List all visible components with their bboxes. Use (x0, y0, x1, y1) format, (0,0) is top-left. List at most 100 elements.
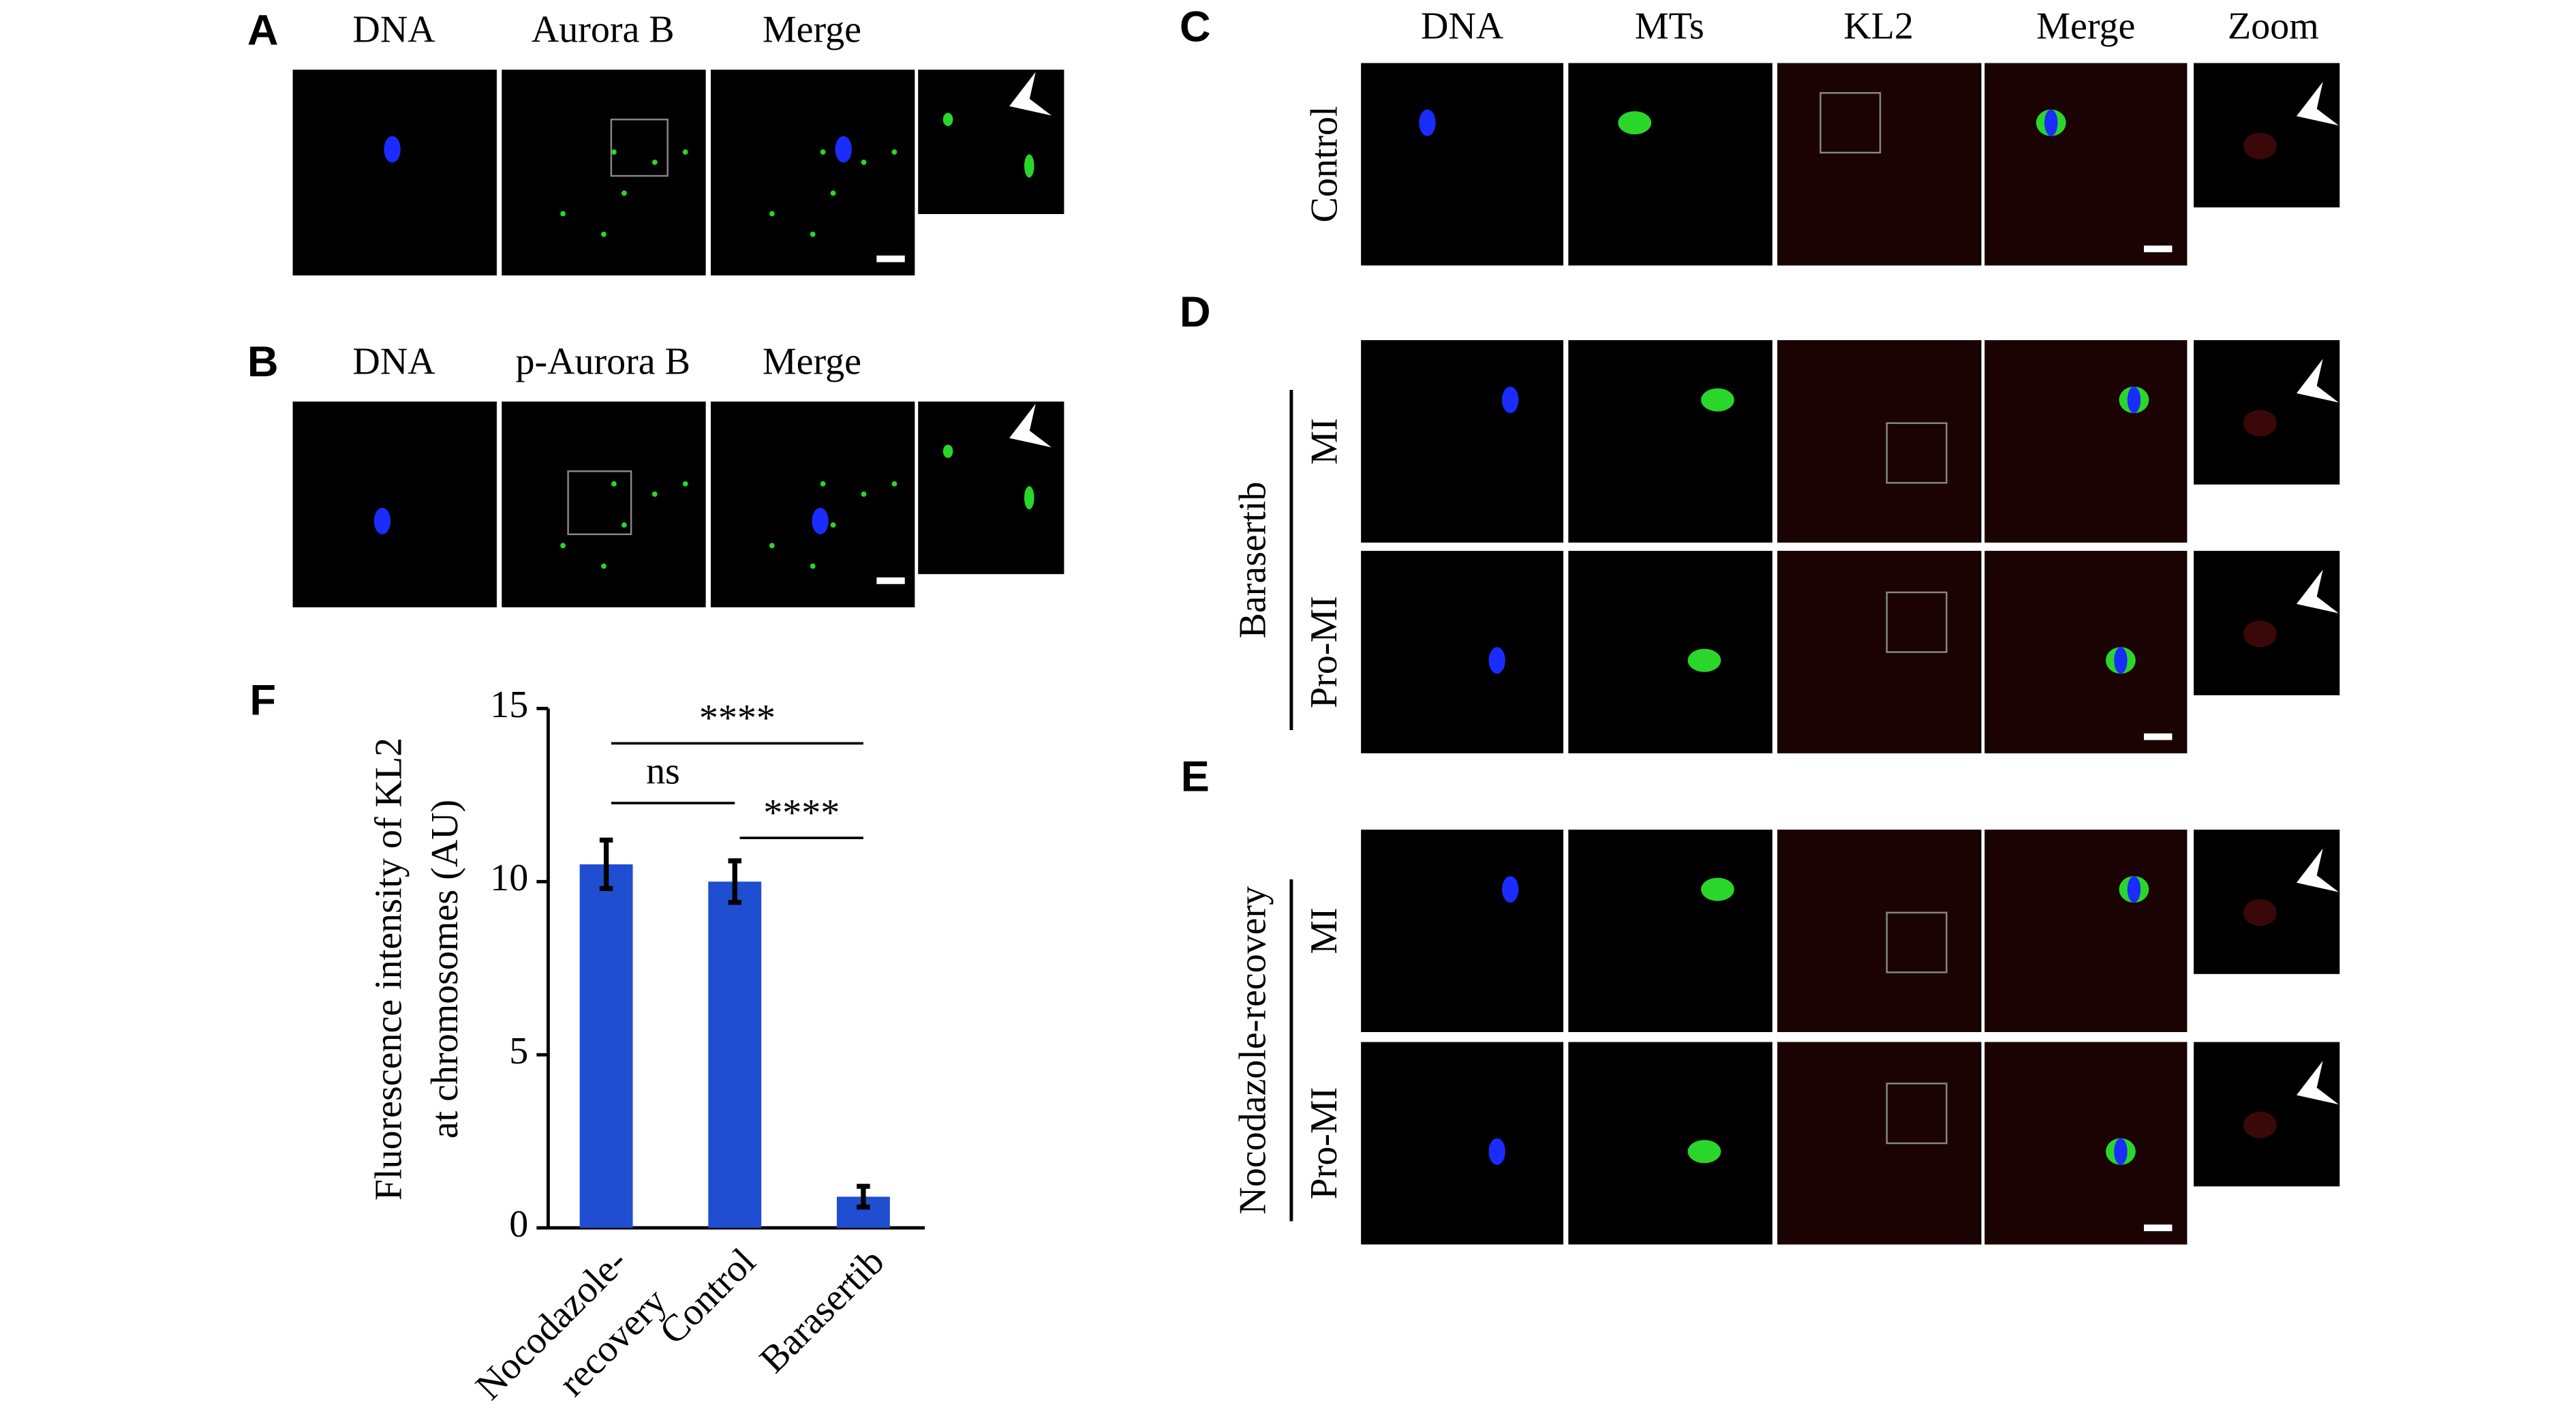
signal (1687, 648, 1721, 672)
red-haze (1984, 1042, 2188, 1245)
arrowhead (2296, 1061, 2339, 1105)
signal (830, 190, 836, 196)
column-header: Merge (2036, 5, 2135, 48)
signal (601, 563, 607, 569)
signal (2243, 1111, 2277, 1138)
signal (861, 160, 867, 165)
red-haze (1777, 63, 1980, 266)
column-header: p-Aurora B (516, 340, 690, 382)
row-label: Pro-MI (1303, 596, 1345, 708)
signal (810, 231, 816, 237)
micrograph (710, 402, 915, 607)
signal (942, 444, 953, 458)
x-tick-label: Barasertib (752, 1240, 892, 1380)
red-haze (1984, 551, 2188, 754)
panel-label: E (1181, 753, 1210, 801)
zoom-box (1820, 92, 1882, 154)
column-header: MTs (1635, 5, 1704, 48)
scale-bar (2143, 733, 2173, 740)
red-haze (1777, 830, 1980, 1032)
signal (1501, 876, 1519, 903)
red-haze (1777, 339, 1980, 543)
signal (384, 136, 401, 163)
signal (2127, 876, 2141, 903)
micrograph (1568, 63, 1773, 266)
signal (1501, 387, 1519, 414)
column-header: DNA (352, 9, 435, 51)
zoom-box (1886, 422, 1948, 484)
signal (2044, 109, 2058, 136)
micrograph (1361, 63, 1564, 266)
signal (1488, 1138, 1505, 1165)
micrograph (502, 70, 706, 276)
y-tick-label: 0 (509, 1203, 528, 1245)
signal (621, 190, 627, 196)
signal (621, 522, 627, 528)
micrograph (1361, 551, 1564, 754)
red-haze (1984, 63, 2188, 266)
group-label: Barasertib (1232, 481, 1274, 638)
micrograph (1361, 830, 1564, 1032)
red-haze (1777, 1042, 1980, 1245)
signal (820, 149, 826, 155)
signal (942, 112, 953, 126)
micrograph (1361, 1042, 1564, 1245)
zoom-box (1886, 591, 1948, 653)
signal (560, 543, 566, 549)
signal (1701, 388, 1734, 412)
panel-label: D (1180, 288, 1211, 336)
signal (373, 507, 391, 534)
micrograph (710, 70, 915, 276)
column-header: KL2 (1843, 5, 1914, 48)
signal (651, 160, 658, 165)
scale-bar (876, 577, 905, 584)
micrograph (1361, 339, 1564, 543)
signal (830, 522, 836, 528)
signal (1618, 111, 1652, 135)
y-tick-label: 5 (509, 1030, 528, 1072)
arrowhead (1009, 72, 1052, 116)
micrograph (502, 402, 706, 607)
signal (2243, 132, 2277, 160)
signal (1701, 877, 1734, 901)
signal (891, 481, 898, 487)
y-tick-label: 15 (490, 684, 528, 726)
signal (1488, 647, 1505, 674)
panel-label: B (247, 338, 279, 386)
signal (769, 211, 775, 217)
signal (2243, 410, 2277, 437)
signal (1024, 486, 1034, 510)
signal (560, 211, 566, 217)
micrograph (1568, 551, 1773, 754)
scale-bar (876, 255, 905, 262)
x-tick-label: Control (651, 1240, 764, 1352)
signal (891, 149, 898, 155)
signal (2243, 620, 2277, 648)
y-axis-label: at chromosomes (AU) (424, 800, 466, 1138)
signal (835, 136, 852, 163)
column-header: Merge (763, 9, 861, 51)
signal (682, 481, 688, 487)
micrograph (1568, 339, 1773, 543)
column-header: Merge (763, 340, 861, 382)
panel-label: F (249, 677, 276, 725)
column-header: Aurora B (532, 9, 675, 51)
zoom-box (567, 470, 632, 535)
significance-label: ns (646, 751, 680, 793)
panel-label: C (1180, 3, 1211, 51)
y-axis-label: Fluorescence intensity of KL2 (367, 738, 410, 1200)
row-label: MI (1303, 418, 1345, 464)
arrowhead (2296, 569, 2339, 614)
arrowhead (2296, 848, 2339, 892)
bar (579, 864, 633, 1228)
micrograph (292, 70, 497, 276)
signal (611, 481, 617, 487)
signal (2243, 899, 2277, 926)
signal (2114, 1138, 2128, 1165)
column-header: Zoom (2228, 5, 2319, 48)
signal (812, 507, 829, 534)
panel-label: A (247, 6, 279, 54)
zoom-box (1886, 911, 1948, 973)
significance-label: **** (699, 697, 776, 740)
